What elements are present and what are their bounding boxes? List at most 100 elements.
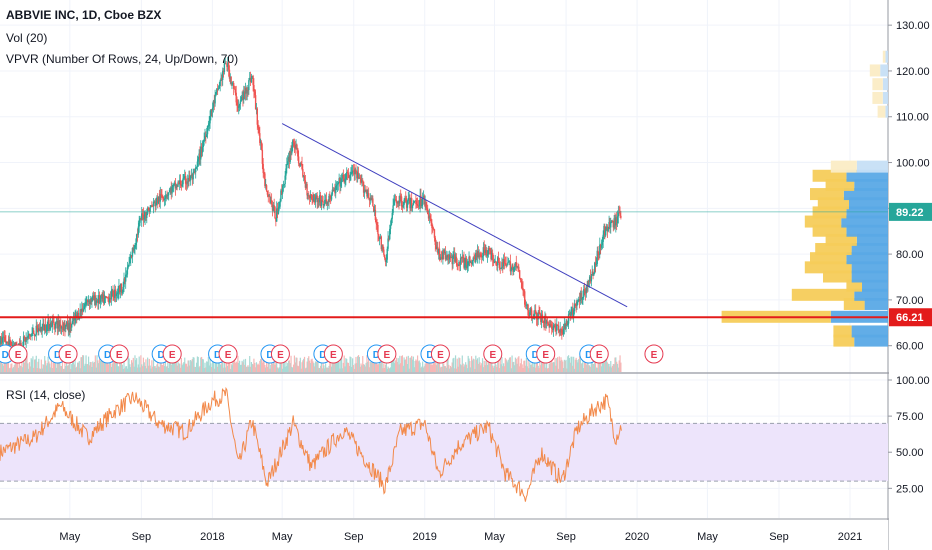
candle-body — [178, 182, 180, 185]
candle-body — [207, 125, 210, 127]
candle-body — [483, 247, 485, 250]
candle-body — [512, 265, 514, 272]
volume-bar — [514, 357, 517, 372]
volume-bar — [455, 368, 457, 372]
candle-body — [55, 321, 58, 323]
volume-bar — [218, 361, 220, 372]
candle-body — [374, 209, 377, 220]
candle-body — [135, 242, 137, 246]
candle-body — [179, 180, 182, 186]
vp-bar-down — [877, 105, 886, 118]
volume-bar — [265, 358, 268, 372]
volume-bar — [321, 368, 323, 372]
volume-bar — [119, 359, 121, 372]
candle-body — [324, 199, 327, 201]
candle-body — [132, 247, 134, 251]
candle-body — [87, 301, 90, 303]
candle-body — [588, 281, 590, 282]
volume-bar — [221, 359, 223, 372]
volume-bar — [152, 358, 155, 372]
candle-body — [484, 249, 486, 253]
volume-bar — [90, 362, 92, 372]
volume-bar — [508, 357, 511, 372]
volume-bar — [156, 364, 158, 372]
volume-bar — [205, 367, 207, 372]
candle-body — [100, 294, 102, 299]
candle-body — [422, 195, 425, 198]
volume-bar — [420, 367, 422, 372]
candle-body — [548, 324, 550, 328]
volume-bar — [45, 365, 47, 372]
volume-bar — [427, 363, 430, 372]
candle-body — [80, 309, 82, 312]
candle-body — [496, 264, 498, 266]
candle-body — [399, 195, 401, 204]
candle-body — [77, 312, 80, 320]
volume-bar — [249, 366, 252, 372]
candle-body — [410, 198, 413, 209]
volume-bar — [357, 356, 359, 372]
candle-body — [547, 323, 550, 325]
vp-bar-up — [885, 50, 888, 63]
candle-body — [38, 328, 41, 332]
price-tick-label: 130.00 — [896, 20, 930, 32]
volume-bar — [486, 361, 488, 372]
price-tick-label: 100.00 — [896, 158, 930, 170]
volume-bar — [10, 363, 12, 372]
volume-bar — [584, 362, 586, 372]
volume-bar — [487, 362, 490, 372]
volume-bar — [220, 364, 222, 372]
volume-bar — [79, 368, 81, 372]
volume-bar — [174, 357, 177, 372]
volume-bar — [424, 364, 426, 372]
candle-body — [112, 289, 114, 298]
candle-body — [492, 259, 495, 263]
candle-body — [543, 321, 545, 324]
event-marker-label: E — [542, 350, 549, 361]
candle-body — [499, 267, 501, 269]
volume-bar — [611, 367, 613, 372]
volume-bar — [497, 356, 500, 372]
volume-bar — [528, 368, 530, 372]
candle-body — [458, 262, 460, 266]
volume-bar — [413, 367, 415, 372]
vp-bar-up — [851, 270, 888, 283]
volume-bar — [348, 365, 350, 372]
candle-body — [211, 109, 213, 111]
candle-body — [473, 257, 475, 259]
candle-body — [127, 266, 129, 268]
candle-body — [9, 339, 11, 341]
volume-bar — [112, 359, 114, 372]
event-marker-label: D — [214, 350, 221, 361]
volume-bar — [616, 361, 618, 372]
candle-body — [201, 146, 204, 153]
candle-body — [507, 261, 510, 263]
earnings-marker: E — [589, 344, 609, 364]
volume-bar — [319, 365, 322, 372]
volume-bar — [297, 365, 299, 372]
candle-body — [408, 197, 410, 199]
candle-body — [339, 178, 341, 187]
volume-bar — [184, 357, 186, 372]
volume-bar — [449, 365, 452, 372]
volume-bar — [319, 368, 321, 372]
volume-bar — [184, 363, 187, 372]
volume-bar — [551, 356, 553, 372]
volume-bar — [364, 366, 366, 372]
candle-body — [403, 200, 405, 206]
volume-bar — [433, 358, 436, 372]
volume-bar — [282, 355, 285, 372]
candle-body — [43, 323, 45, 331]
volume-bar — [592, 363, 594, 372]
volume-bar — [309, 360, 311, 372]
earnings-marker: E — [162, 344, 182, 364]
volume-bar — [513, 365, 516, 372]
candle-body — [329, 196, 332, 200]
candle-body — [421, 197, 424, 205]
candle-body — [338, 178, 340, 183]
volume-bar — [329, 356, 331, 372]
candle-body — [116, 293, 118, 295]
volume-bar — [7, 361, 10, 372]
candle-body — [363, 189, 366, 193]
